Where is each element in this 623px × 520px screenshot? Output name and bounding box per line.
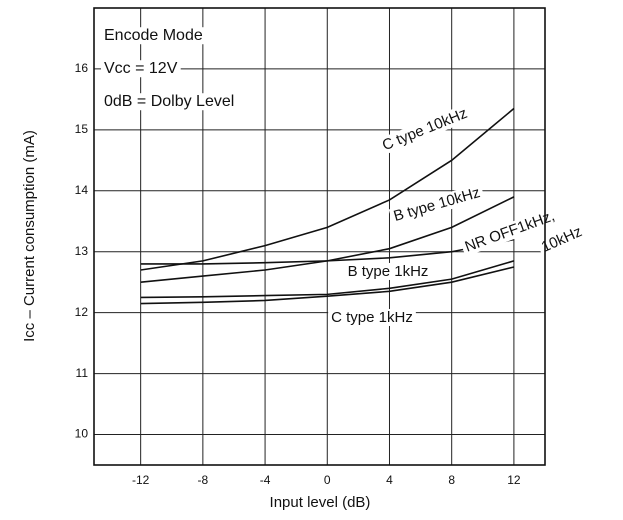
curves [140, 107, 515, 305]
x-tick-label: 12 [507, 473, 521, 487]
curve-label: Encode Mode [104, 27, 203, 44]
plot-frame [93, 7, 546, 466]
curve-label: B type 1kHz [348, 263, 429, 280]
curve [140, 266, 515, 305]
x-tick-label: 4 [386, 473, 393, 487]
label-backing [459, 206, 560, 257]
curve-label: 0dB = Dolby Level [104, 93, 234, 110]
label-backing [344, 262, 432, 280]
y-tick-label: 14 [75, 183, 89, 197]
curve [140, 238, 515, 265]
y-tick-label: 13 [75, 244, 89, 258]
label-backing [101, 93, 238, 111]
curve [140, 260, 515, 299]
x-tick-label: 0 [324, 473, 331, 487]
label-backing [377, 103, 473, 156]
x-tick-label: -4 [260, 473, 271, 487]
label-backing [536, 221, 588, 258]
label-backing [101, 60, 181, 78]
label-backing [101, 27, 206, 45]
y-tick-label: 11 [76, 366, 89, 380]
label-backing [388, 183, 485, 226]
x-axis-label: Input level (dB) [270, 494, 371, 511]
label-backing [328, 308, 416, 326]
y-axis-label: Icc – Current consumption (mA) [21, 130, 38, 342]
x-tick-label: 8 [448, 473, 455, 487]
y-tick-label: 15 [75, 122, 89, 136]
curve [140, 107, 515, 271]
y-tick-label: 10 [75, 427, 89, 441]
x-tick-label: -8 [198, 473, 209, 487]
curve-label: Vcc = 12V [104, 60, 178, 77]
x-tick-label: -12 [132, 473, 150, 487]
y-tick-label: 16 [75, 61, 89, 75]
curve-label: C type 1kHz [331, 309, 413, 326]
y-tick-label: 12 [75, 305, 89, 319]
